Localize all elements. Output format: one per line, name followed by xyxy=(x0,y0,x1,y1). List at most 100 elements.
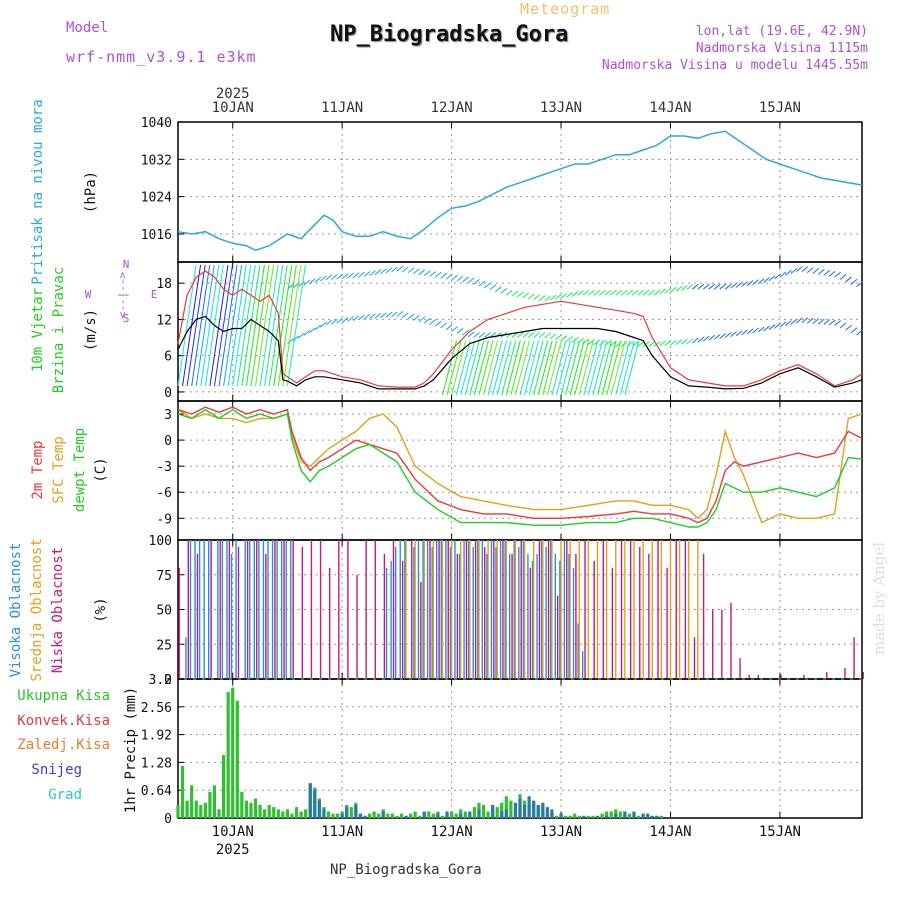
wind-field-hatch xyxy=(455,340,471,396)
wind-barb-0 xyxy=(615,289,623,296)
wind-barb-0 xyxy=(620,289,628,296)
wind-field-hatch xyxy=(478,340,494,396)
wind-barb-0 xyxy=(626,289,634,296)
wind-barb-1 xyxy=(325,319,333,326)
precip-bar-snow xyxy=(605,815,609,818)
cloud-ylabel-c: Niska Oblacnost xyxy=(50,547,66,673)
bottom-year-label: 2025 xyxy=(216,842,250,858)
wind-barb-1 xyxy=(637,341,644,347)
wind-barb-0 xyxy=(686,284,694,290)
precip-bar-total xyxy=(235,700,239,818)
wind-barb-0 xyxy=(692,283,699,290)
ytick-label-temperature-2: -3 xyxy=(156,460,172,475)
wind-barb-1 xyxy=(730,331,737,338)
wind-barb-0 xyxy=(675,285,683,292)
precip-bar-snow xyxy=(646,813,650,818)
bottom-day-label-14JAN: 14JAN xyxy=(649,824,691,840)
wind-barb-1 xyxy=(319,321,327,328)
wind-field-hatch xyxy=(487,340,503,396)
wind-barb-0 xyxy=(697,283,705,290)
wind-gust-line xyxy=(177,270,863,388)
compass-axis: <--|--> xyxy=(116,271,129,318)
wind-field-hatch xyxy=(560,340,576,396)
precip-bar-snow xyxy=(632,811,636,818)
wind-field-hatch xyxy=(551,340,567,396)
precip-bar-total xyxy=(564,815,568,818)
wind-early-hatch xyxy=(259,264,279,386)
pressure-ylabel: Pritisak na nivou mora xyxy=(30,99,46,284)
ytick-label-temperature-1: 0 xyxy=(164,434,172,449)
wind-early-hatch xyxy=(200,264,220,386)
wind-barb-1 xyxy=(653,341,661,347)
wind-early-hatch xyxy=(241,264,261,386)
wind-barb-0 xyxy=(374,269,382,276)
precip-bar-total xyxy=(217,809,221,818)
cloud-unit-label: (%) xyxy=(93,597,109,622)
wind-barb-1 xyxy=(391,311,398,318)
wind-early-hatch xyxy=(177,264,197,386)
wind-barb-0 xyxy=(790,268,798,274)
precip-bar-total xyxy=(573,813,577,818)
precip-bar-snow xyxy=(317,800,321,818)
precip-bar-total xyxy=(399,813,404,818)
compass-n: N xyxy=(123,258,130,271)
wind-barb-1 xyxy=(681,338,688,345)
panel-frame-temperature xyxy=(177,400,863,541)
wind-field-hatch xyxy=(501,340,517,396)
ytick-label-cloud-3: 25 xyxy=(156,638,172,653)
precip-bar-total xyxy=(568,815,572,818)
wind-barb-0 xyxy=(484,282,491,289)
wind-barb-1 xyxy=(817,318,825,325)
wind-barb-1 xyxy=(746,328,754,335)
bottom-day-label-10JAN: 10JAN xyxy=(212,824,254,840)
wind-barb-1 xyxy=(451,326,458,332)
wind-barb-1 xyxy=(615,341,623,347)
wind-early-hatch xyxy=(209,264,229,386)
compass-e: E xyxy=(151,288,158,301)
wind-barb-1 xyxy=(358,314,365,321)
ytick-label-precip-1: 2.56 xyxy=(141,701,172,716)
wind-barb-0 xyxy=(571,291,579,297)
precip-bar-total xyxy=(386,813,390,818)
precip-bar-total xyxy=(605,811,609,818)
wind-barb-1 xyxy=(801,317,809,324)
precip-bar-total xyxy=(431,813,435,818)
wind-barb-0 xyxy=(396,265,404,272)
wind-barb-0 xyxy=(664,287,672,294)
precip-bar-total xyxy=(463,811,467,818)
wind-barb-1 xyxy=(845,324,852,331)
precip-bar-total xyxy=(481,804,486,818)
wind-barb-0 xyxy=(478,280,486,287)
wind-barb-1 xyxy=(752,327,759,334)
wind-barb-0 xyxy=(347,272,354,279)
wind-early-hatch xyxy=(273,264,293,386)
wind-barb-1 xyxy=(549,333,557,340)
precip-bar-total xyxy=(244,800,248,818)
model-label: Model xyxy=(66,20,109,36)
wind-field-hatch xyxy=(601,340,617,396)
precip-bar-total xyxy=(326,811,331,818)
wind-barb-0 xyxy=(582,289,590,296)
wind-barb-1 xyxy=(796,317,803,324)
wind-barb-1 xyxy=(407,313,415,320)
wind-barb-1 xyxy=(741,329,748,336)
wind-barb-0 xyxy=(314,277,322,283)
wind-barb-1 xyxy=(850,327,858,334)
precip-bar-total xyxy=(272,807,276,818)
wind-barb-1 xyxy=(626,341,634,347)
model-name: wrf-nmm_v3.9.1 e3km xyxy=(66,48,257,66)
precip-bar-total xyxy=(180,765,185,818)
precip-bar-snow xyxy=(340,813,344,818)
wind-barb-0 xyxy=(538,295,546,302)
wind-barb-0 xyxy=(423,270,431,276)
precip-bar-snow xyxy=(313,789,317,818)
wind-barb-1 xyxy=(434,320,442,327)
wind-barb-1 xyxy=(828,319,836,326)
wind-barb-1 xyxy=(456,327,464,334)
ytick-label-cloud-4: 0 xyxy=(164,673,172,688)
wind-barb-1 xyxy=(478,332,486,338)
wind-barb-1 xyxy=(484,332,491,338)
wind-barb-0 xyxy=(385,267,393,274)
wind-barb-0 xyxy=(369,270,376,276)
ytick-label-wind-3: 0 xyxy=(164,386,172,401)
